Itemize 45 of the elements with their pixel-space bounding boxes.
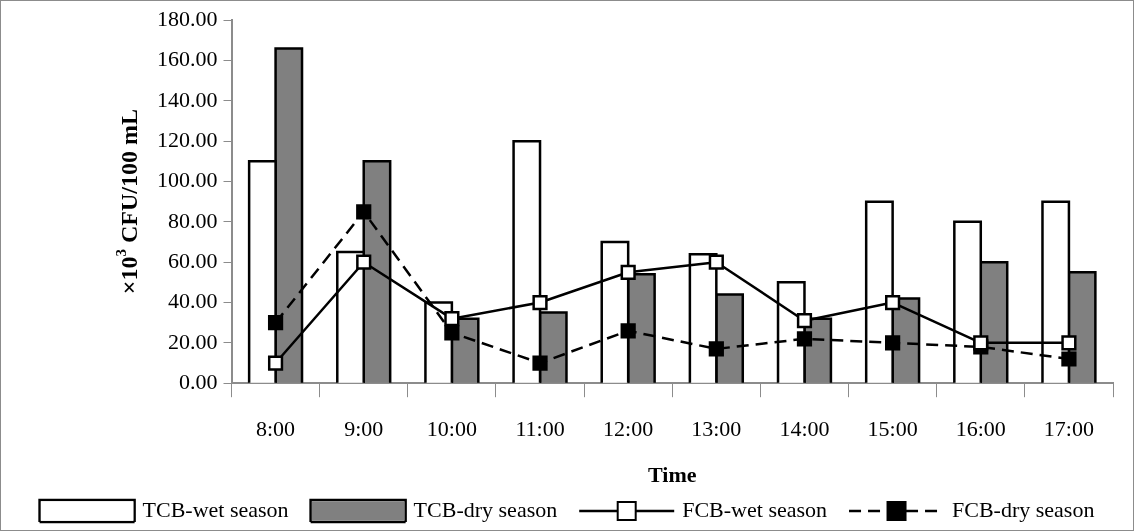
point (267, 315, 284, 331)
point (708, 341, 724, 357)
legend-label: FCB-wet season (682, 496, 828, 522)
y-tick-label: 120.00 (157, 126, 218, 152)
y-tick-label: 60.00 (168, 247, 218, 273)
point (1061, 351, 1077, 367)
point (708, 254, 724, 270)
point (267, 355, 284, 371)
x-tick-label: 11:00 (515, 416, 565, 442)
y-tick-label: 80.00 (168, 207, 218, 233)
point (796, 313, 813, 329)
legend-label: FCB-dry season (952, 496, 1095, 522)
y-tick-label: 40.00 (168, 288, 218, 314)
point (356, 204, 372, 220)
y-tick-label: 0.00 (179, 368, 218, 394)
point (532, 355, 548, 371)
point (1061, 335, 1077, 351)
x-tick-label: 17:00 (1043, 416, 1094, 442)
point (885, 294, 901, 311)
point (973, 335, 989, 351)
x-tick-label: 8:00 (256, 416, 296, 442)
point (444, 311, 460, 327)
x-tick-label: 16:00 (955, 416, 1006, 442)
x-tick-label: 15:00 (867, 416, 918, 442)
y-tick-label: 20.00 (168, 328, 218, 354)
x-tick-label: 14:00 (779, 416, 830, 442)
x-tick-label: 12:00 (603, 416, 654, 442)
legend-label: TCB-dry season (413, 496, 558, 522)
y-tick-label: 160.00 (157, 46, 218, 72)
point (444, 325, 460, 341)
point (356, 254, 372, 270)
y-tick-label: 100.00 (157, 167, 218, 193)
legend-label: TCB-wet season (142, 496, 289, 522)
x-tick-label: 13:00 (691, 416, 742, 442)
point (885, 335, 901, 351)
point (796, 331, 813, 347)
y-axis-title: ×103 CFU/100 mL (112, 109, 143, 295)
y-tick-label: 140.00 (157, 86, 218, 112)
x-tick-label: 10:00 (426, 416, 477, 442)
x-tick-label: 9:00 (344, 416, 384, 442)
point (620, 264, 636, 280)
x-axis-title: Time (648, 462, 697, 488)
point (532, 294, 548, 311)
y-tick-label: 180.00 (157, 5, 218, 31)
point (620, 323, 636, 339)
